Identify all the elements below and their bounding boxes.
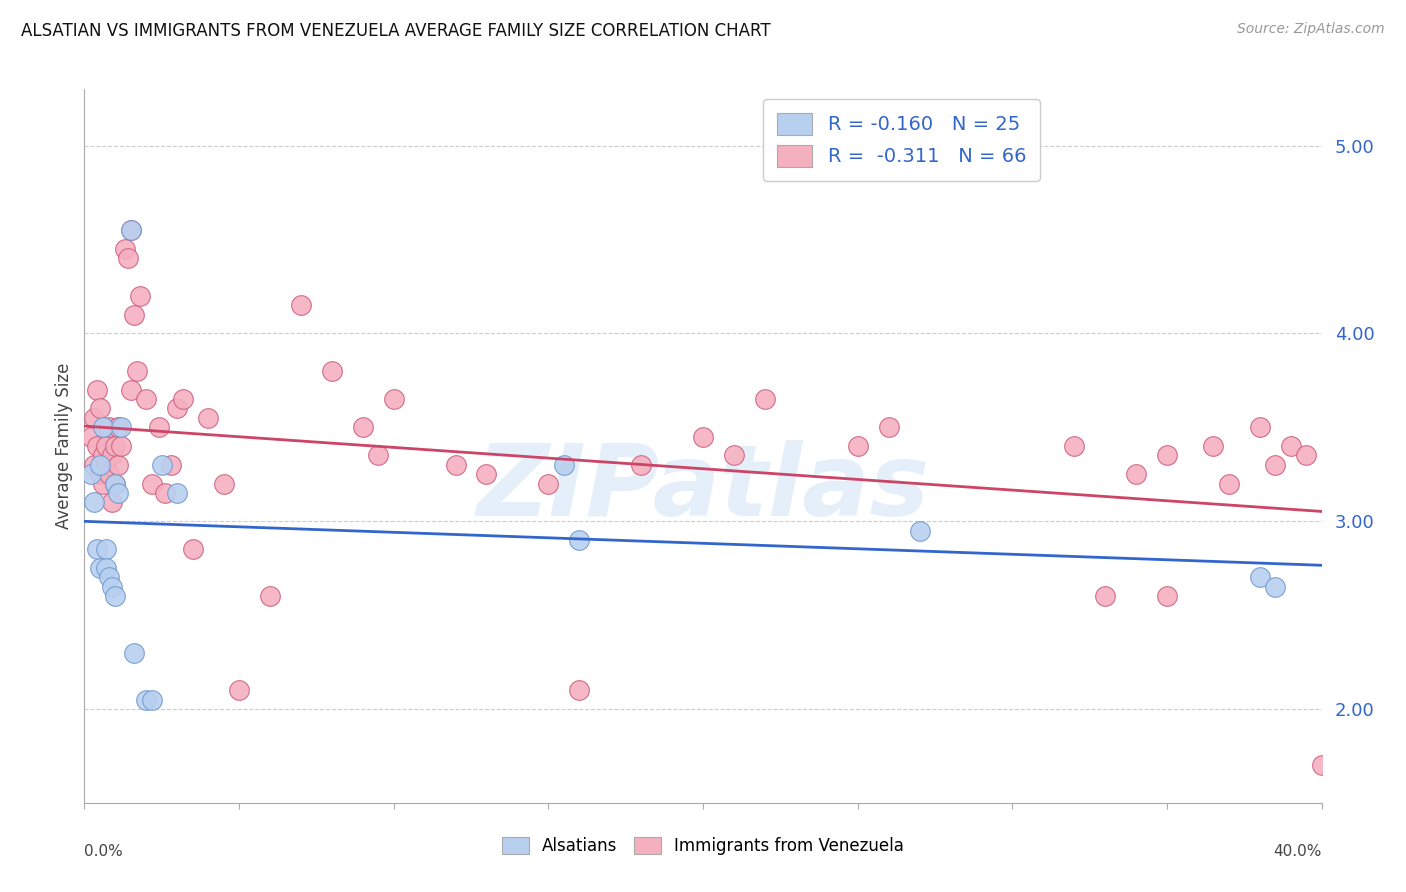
Point [107,420,129,434]
Point [475,467,498,482]
Point [101,580,124,594]
Point [1264,580,1286,594]
Point [148,420,170,434]
Point [86,383,108,397]
Point [1264,458,1286,472]
Point [135,392,157,406]
Point [537,476,560,491]
Point [846,439,869,453]
Point [94,458,117,472]
Point [104,589,127,603]
Point [1156,449,1178,463]
Point [1063,439,1085,453]
Point [91,476,114,491]
Point [568,683,591,698]
Point [135,692,157,706]
Point [568,533,591,547]
Point [91,449,114,463]
Point [160,458,183,472]
Point [86,542,108,557]
Point [553,458,575,472]
Y-axis label: Average Family Size: Average Family Size [55,363,73,529]
Point [1094,589,1116,603]
Point [104,476,127,491]
Legend: R = -0.160   N = 25, R =  -0.311   N = 66: R = -0.160 N = 25, R = -0.311 N = 66 [763,99,1039,181]
Point [352,420,374,434]
Point [94,561,117,575]
Point [122,308,145,322]
Point [259,589,281,603]
Point [723,449,745,463]
Point [1218,476,1240,491]
Point [877,420,900,434]
Point [228,683,250,698]
Point [153,486,176,500]
Point [1295,449,1317,463]
Legend: Alsatians, Immigrants from Venezuela: Alsatians, Immigrants from Venezuela [495,830,911,862]
Point [98,467,121,482]
Point [79,429,101,443]
Point [197,410,219,425]
Point [101,495,124,509]
Text: 0.0%: 0.0% [84,845,124,859]
Point [120,383,142,397]
Point [141,692,163,706]
Point [86,439,108,453]
Text: ALSATIAN VS IMMIGRANTS FROM VENEZUELA AVERAGE FAMILY SIZE CORRELATION CHART: ALSATIAN VS IMMIGRANTS FROM VENEZUELA AV… [21,22,770,40]
Point [1249,420,1271,434]
Point [1249,570,1271,584]
Point [101,449,124,463]
Point [1125,467,1147,482]
Text: 40.0%: 40.0% [1274,845,1322,859]
Point [382,392,405,406]
Point [110,439,132,453]
Point [1156,589,1178,603]
Point [172,392,194,406]
Point [1310,758,1333,772]
Point [104,476,127,491]
Point [91,420,114,434]
Point [125,364,148,378]
Text: Source: ZipAtlas.com: Source: ZipAtlas.com [1237,22,1385,37]
Point [107,486,129,500]
Point [166,486,188,500]
Point [117,251,139,265]
Point [98,420,121,434]
Point [83,410,105,425]
Point [107,458,129,472]
Point [754,392,776,406]
Point [120,223,142,237]
Point [692,429,714,443]
Point [129,289,152,303]
Point [94,439,117,453]
Point [908,524,931,538]
Point [89,401,111,416]
Point [122,646,145,660]
Point [630,458,652,472]
Point [104,439,127,453]
Point [83,458,105,472]
Point [1279,439,1302,453]
Point [150,458,173,472]
Point [89,467,111,482]
Point [79,467,101,482]
Point [181,542,204,557]
Point [110,420,132,434]
Point [94,542,117,557]
Point [1202,439,1225,453]
Point [83,495,105,509]
Point [367,449,389,463]
Point [141,476,163,491]
Point [114,242,136,256]
Point [98,570,121,584]
Text: ZIPatlas: ZIPatlas [477,441,929,537]
Point [120,223,142,237]
Point [166,401,188,416]
Point [89,458,111,472]
Point [444,458,467,472]
Point [89,561,111,575]
Point [290,298,312,312]
Point [321,364,343,378]
Point [212,476,235,491]
